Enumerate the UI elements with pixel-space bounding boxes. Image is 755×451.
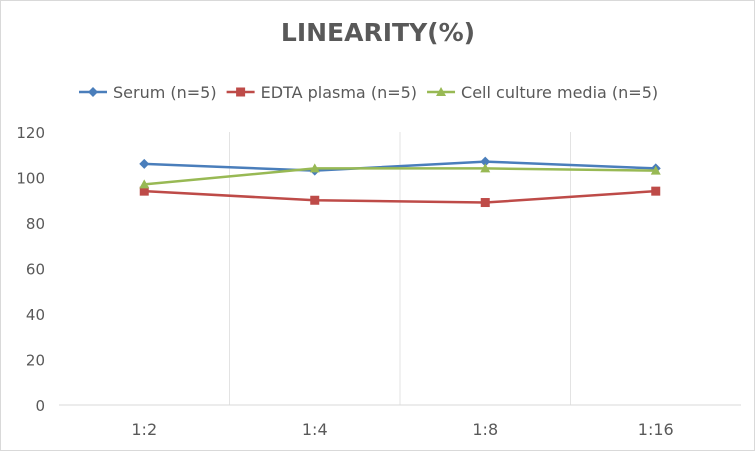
y-tick-label: 80 (26, 215, 45, 233)
series-line (144, 189, 656, 204)
series-line (144, 167, 656, 186)
y-tick-label: 20 (26, 352, 45, 370)
data-point (650, 165, 661, 175)
data-point (651, 186, 661, 196)
y-tick-label: 0 (35, 397, 45, 415)
legend-label: Serum (n=5) (113, 83, 217, 102)
data-point (436, 87, 447, 96)
data-point (310, 195, 320, 205)
data-point (88, 87, 98, 97)
data-point (139, 179, 150, 189)
y-tick-label: 60 (26, 261, 45, 279)
y-tick-label: 40 (26, 306, 45, 324)
chart-title: LINEARITY(%) (281, 18, 475, 47)
data-point (480, 163, 491, 173)
x-tick-label: 1:8 (472, 420, 498, 439)
x-tick-label: 1:2 (131, 420, 157, 439)
data-point (480, 156, 491, 167)
legend-label: EDTA plasma (n=5) (261, 83, 417, 102)
y-tick-label: 100 (16, 170, 45, 188)
data-point (309, 163, 320, 173)
data-point (139, 158, 150, 169)
legend-label: Cell culture media (n=5) (461, 83, 658, 102)
data-point (480, 198, 490, 208)
x-tick-label: 1:16 (638, 420, 674, 439)
series-line (144, 160, 656, 172)
x-tick-label: 1:4 (302, 420, 328, 439)
data-point (139, 186, 149, 196)
y-tick-label: 120 (16, 124, 45, 142)
data-point (236, 87, 246, 97)
